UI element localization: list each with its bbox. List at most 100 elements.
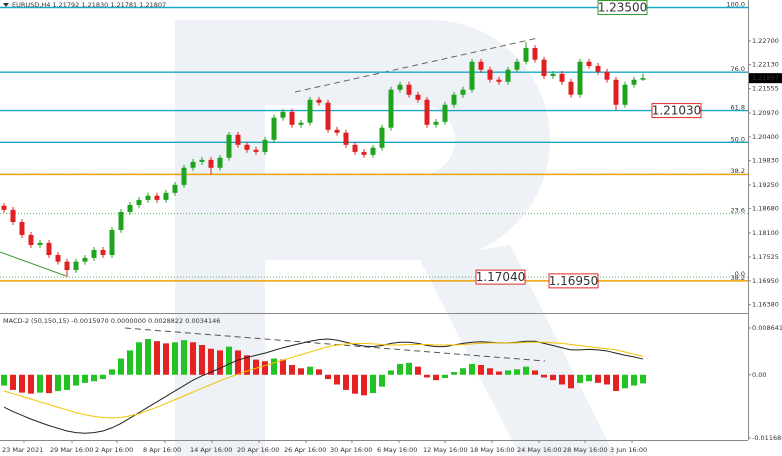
candle-body	[541, 59, 547, 76]
x-tick-label: 8 Apr 16:00	[143, 446, 181, 454]
x-tick-label: 30 Apr 16:00	[330, 446, 372, 454]
histogram-bar	[136, 342, 142, 375]
price-box-label: 1.21030	[652, 104, 702, 118]
histogram-bar	[262, 361, 268, 375]
candle-body	[586, 61, 592, 66]
y-tick-label: 1.19830	[752, 157, 779, 165]
histogram-bar	[559, 374, 565, 385]
candle-body	[64, 261, 70, 271]
y-tick-label: 1.17525	[752, 253, 779, 261]
histogram-bar	[415, 366, 421, 375]
candle-body	[262, 139, 268, 152]
histogram-bar	[73, 374, 79, 386]
candle-body	[127, 204, 133, 213]
candle-body	[316, 99, 322, 103]
candle-body	[559, 73, 565, 82]
histogram-bar	[361, 374, 367, 396]
x-tick-label: 3 Jun 16:00	[610, 446, 647, 454]
watermark-leg	[420, 245, 615, 456]
histogram-bar	[154, 341, 160, 375]
candle-body	[343, 132, 349, 145]
histogram-bar	[406, 362, 412, 375]
histogram-bar	[586, 374, 592, 382]
x-tick-label: 26 Apr 16:00	[284, 446, 326, 454]
y-tick-label: 1.22700	[752, 37, 779, 45]
histogram-bar	[10, 374, 16, 390]
candle-body	[505, 69, 511, 82]
macd-header: MACD-2 (50,150,15) -0.0015970 0.0000000 …	[3, 317, 220, 325]
candle-body	[118, 212, 124, 230]
histogram-bar	[109, 369, 115, 375]
candle-body	[568, 81, 574, 95]
candle-body	[496, 79, 502, 82]
histogram-bar	[640, 374, 646, 384]
histogram-bar	[514, 369, 520, 375]
candle-body	[163, 192, 169, 200]
macd-trend-line	[124, 327, 546, 362]
histogram-bar	[28, 374, 34, 394]
candle-body	[595, 65, 601, 72]
y-tick-label: 1.20400	[752, 133, 779, 141]
histogram-bar	[469, 363, 475, 375]
candle-body	[604, 71, 610, 80]
candle-body	[37, 242, 43, 245]
histogram-bar	[352, 374, 358, 394]
candle-body	[199, 159, 205, 162]
trend-line	[0, 251, 67, 277]
histogram-bar	[19, 374, 25, 393]
histogram-bar	[172, 342, 178, 375]
y-tick-label: 1.18100	[752, 229, 779, 237]
fibo-level-label: 76.0	[731, 65, 745, 73]
candle-body	[28, 234, 34, 245]
y-tick-label: 0.0086417	[752, 324, 782, 332]
histogram-bar	[181, 340, 187, 375]
histogram-bar	[442, 374, 448, 379]
x-tick-label: 23 Mar 2021	[2, 446, 43, 454]
candle-body	[190, 161, 196, 168]
candle-body	[235, 134, 241, 145]
histogram-bar	[190, 342, 196, 375]
candle-body	[109, 229, 115, 255]
candle-body	[244, 144, 250, 150]
candle-body	[379, 127, 385, 148]
histogram-bar	[478, 365, 484, 375]
chart-header: EURUSD,H4 1.21792 1.21830 1.21781 1.2180…	[12, 1, 166, 9]
fibo-level-label: 38.2	[731, 167, 745, 175]
histogram-bar	[199, 344, 205, 375]
candle-body	[298, 122, 304, 125]
histogram-bar	[541, 374, 547, 378]
last-price-marker	[749, 73, 782, 84]
candle-body	[370, 147, 376, 155]
candle-body	[91, 249, 97, 258]
x-tick-label: 20 Apr 16:00	[237, 446, 279, 454]
candle-body	[487, 69, 493, 80]
histogram-bar	[226, 346, 232, 375]
y-tick-label: 1.21555	[752, 85, 779, 93]
candle-body	[46, 242, 52, 255]
price-box	[597, 0, 648, 16]
watermark	[175, 20, 615, 456]
candle-body	[469, 61, 475, 90]
candle-body	[433, 121, 439, 125]
symbol-menu-icon[interactable]	[3, 3, 9, 7]
histogram-bar	[451, 372, 457, 375]
histogram-bar	[460, 368, 466, 375]
histogram-bar	[1, 374, 7, 386]
y-tick-label: 1.19250	[752, 181, 779, 189]
candle-body	[550, 73, 556, 76]
histogram-bar	[82, 374, 88, 383]
candle-body	[307, 99, 313, 123]
y-tick-label: 0.00	[752, 371, 766, 379]
candle-body	[253, 149, 259, 152]
last-price-label: 1.21807	[752, 74, 779, 82]
watermark-stem	[175, 20, 265, 456]
y-tick-label: 1.20970	[752, 109, 779, 117]
x-tick-label: 12 May 16:00	[423, 446, 468, 454]
histogram-bar	[118, 358, 124, 375]
x-tick-label: 6 May 16:00	[377, 446, 417, 454]
x-tick-label: 28 May 16:00	[563, 446, 608, 454]
candle-body	[82, 257, 88, 262]
histogram-bar	[379, 374, 385, 387]
price-box	[548, 273, 599, 289]
y-tick-label: 1.18680	[752, 205, 779, 213]
